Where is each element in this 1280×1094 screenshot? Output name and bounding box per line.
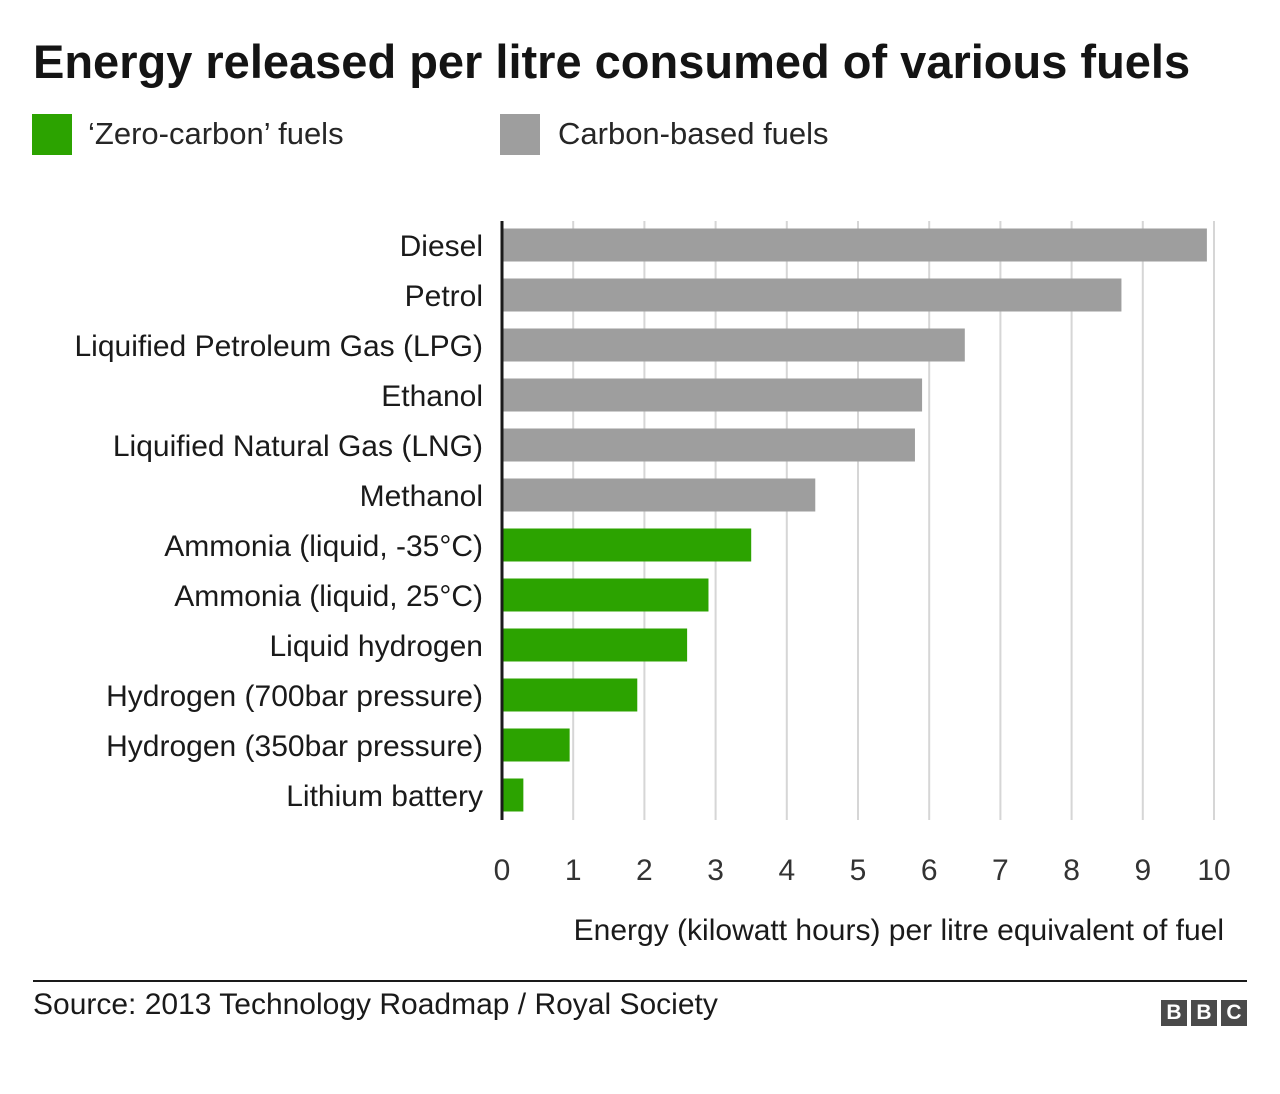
bar-chart: 0 1 2 3 4 5 6 7 8 9 10 Diesel Petrol Liquified Petrol…: [74, 221, 1231, 887]
category-label: Lithium battery: [286, 780, 483, 813]
category-label: Hydrogen (350bar pressure): [106, 730, 483, 763]
bar: [502, 228, 1207, 262]
bar: [502, 478, 816, 512]
bar: [502, 578, 709, 612]
bar: [502, 778, 524, 812]
x-tick-label: 5: [850, 854, 867, 887]
chart-title: Energy released per litre consumed of va…: [33, 35, 1191, 88]
source-note: Source: 2013 Technology Roadmap / Royal …: [33, 988, 718, 1021]
x-axis-label: Energy (kilowatt hours) per litre equiva…: [573, 914, 1224, 947]
category-label: Hydrogen (700bar pressure): [106, 680, 483, 713]
bar: [502, 378, 923, 412]
category-label: Liquified Natural Gas (LNG): [113, 430, 483, 463]
legend-swatch-carbon-based: [500, 113, 540, 155]
category-label: Ethanol: [381, 380, 483, 413]
bar: [502, 628, 688, 662]
category-label: Petrol: [405, 280, 483, 313]
x-tick-label: 9: [1134, 854, 1151, 887]
bar: [502, 328, 965, 362]
x-tick-label: 1: [565, 854, 582, 887]
legend-label-carbon-based: Carbon-based fuels: [558, 116, 829, 151]
bar: [502, 728, 570, 762]
x-tick-label: 8: [1063, 854, 1080, 887]
footer-divider: [33, 980, 1247, 982]
x-tick-label: 6: [921, 854, 938, 887]
x-tick-label: 10: [1197, 854, 1230, 887]
category-label: Methanol: [360, 480, 483, 513]
category-label: Liquid hydrogen: [269, 630, 483, 663]
category-label: Diesel: [400, 230, 483, 263]
bbc-logo-block: B: [1191, 1000, 1217, 1026]
category-label: Ammonia (liquid, 25°C): [174, 580, 483, 613]
legend-item-carbon-based: Carbon-based fuels: [500, 113, 829, 155]
legend-label-zero-carbon: ‘Zero-carbon’ fuels: [88, 116, 344, 151]
bar: [502, 278, 1122, 312]
x-tick-label: 0: [494, 854, 511, 887]
x-tick-label: 4: [778, 854, 795, 887]
bar: [502, 528, 752, 562]
bbc-logo-block: C: [1221, 1000, 1247, 1026]
legend-swatch-zero-carbon: [32, 113, 72, 155]
x-tick-label: 3: [707, 854, 724, 887]
bbc-logo: B B C: [1161, 1000, 1247, 1026]
bar: [502, 678, 638, 712]
legend-item-zero-carbon: ‘Zero-carbon’ fuels: [32, 113, 344, 155]
x-tick-label: 7: [992, 854, 1009, 887]
bbc-logo-block: B: [1161, 1000, 1187, 1026]
category-label: Liquified Petroleum Gas (LPG): [74, 330, 483, 363]
x-tick-label: 2: [636, 854, 653, 887]
bar: [502, 428, 915, 462]
category-label: Ammonia (liquid, -35°C): [164, 530, 483, 563]
